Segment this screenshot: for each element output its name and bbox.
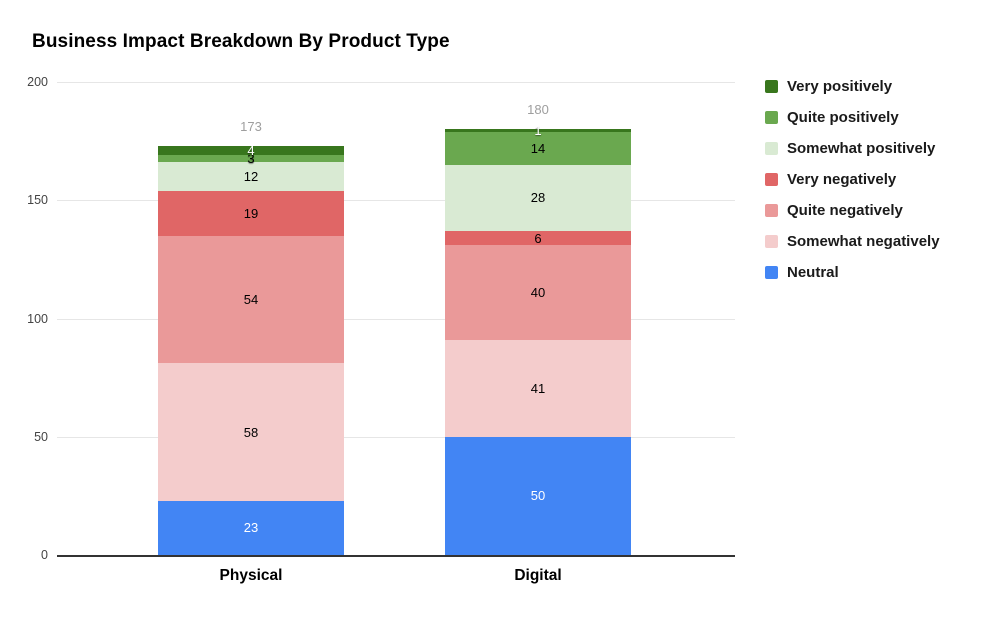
bar-segment-value: 41 bbox=[530, 380, 546, 396]
bar-segment-quite-negatively[interactable]: 40 bbox=[445, 245, 631, 340]
y-axis-tick-label: 100 bbox=[27, 311, 48, 326]
bar-segment-value: 54 bbox=[243, 292, 259, 308]
gridline bbox=[57, 318, 735, 320]
bar-segment-quite-positively[interactable]: 3 bbox=[158, 151, 344, 167]
y-axis-tick-label: 50 bbox=[34, 429, 48, 444]
legend-item-quite-positively[interactable]: Quite positively bbox=[765, 107, 940, 128]
bar-segment-value: 1 bbox=[534, 122, 542, 138]
bar-segment-neutral[interactable]: 50 bbox=[445, 436, 631, 555]
bar-segment-quite-positively[interactable]: 14 bbox=[445, 131, 631, 165]
bar-segment-value: 23 bbox=[243, 520, 259, 536]
legend-swatch bbox=[765, 142, 778, 155]
bar-segment-value: 58 bbox=[243, 424, 259, 440]
legend-label: Quite positively bbox=[787, 109, 899, 126]
legend-swatch bbox=[765, 235, 778, 248]
gridline bbox=[57, 82, 735, 83]
bar-segment-very-negatively[interactable]: 19 bbox=[158, 190, 344, 236]
legend-swatch bbox=[765, 111, 778, 124]
bar-segment-value: 19 bbox=[243, 205, 259, 221]
bar-segment-very-positively[interactable]: 4 bbox=[158, 143, 344, 159]
y-axis-tick-label: 0 bbox=[41, 548, 48, 562]
bar-segment-value: 40 bbox=[530, 284, 546, 300]
bar-total-label: 180 bbox=[527, 102, 549, 118]
legend-item-somewhat-positively[interactable]: Somewhat positively bbox=[765, 138, 940, 159]
x-axis-category-label: Digital bbox=[514, 567, 562, 584]
legend-item-very-negatively[interactable]: Very negatively bbox=[765, 169, 940, 190]
legend-item-quite-negatively[interactable]: Quite negatively bbox=[765, 200, 940, 221]
gridline bbox=[57, 200, 735, 202]
bar-total-label: 173 bbox=[240, 118, 262, 134]
bar-segment-value: 3 bbox=[247, 151, 255, 167]
bar-segment-value: 4 bbox=[247, 143, 255, 159]
bar-segment-value: 6 bbox=[534, 230, 542, 246]
legend-label: Somewhat positively bbox=[787, 140, 936, 157]
gridline bbox=[57, 436, 735, 438]
legend-label: Quite negatively bbox=[787, 202, 903, 219]
bar-segment-value: 14 bbox=[530, 140, 546, 156]
legend-label: Neutral bbox=[787, 264, 839, 281]
bar-segment-very-negatively[interactable]: 6 bbox=[445, 230, 631, 246]
y-axis-tick-label: 200 bbox=[27, 75, 48, 89]
bar-segment-value: 50 bbox=[530, 488, 546, 504]
bar-segment-somewhat-negatively[interactable]: 58 bbox=[158, 363, 344, 501]
legend: Very positively Quite positively Somewhat … bbox=[765, 76, 940, 283]
bar-segment-very-positively[interactable]: 1 bbox=[445, 124, 631, 137]
legend-swatch bbox=[765, 173, 778, 186]
bar-segment-value: 28 bbox=[530, 190, 546, 206]
legend-label: Somewhat negatively bbox=[787, 233, 940, 250]
y-axis-tick-label: 150 bbox=[27, 193, 48, 208]
legend-swatch bbox=[765, 204, 778, 217]
bar-segment-value: 12 bbox=[243, 169, 259, 185]
bar-segment-somewhat-positively[interactable]: 28 bbox=[445, 164, 631, 231]
chart-title: Business Impact Breakdown By Product Typ… bbox=[32, 31, 450, 52]
bar-segment-somewhat-negatively[interactable]: 41 bbox=[445, 339, 631, 437]
bar-segment-somewhat-positively[interactable]: 12 bbox=[158, 162, 344, 191]
bar-segment-neutral[interactable]: 23 bbox=[158, 500, 344, 555]
x-axis-category-label: Physical bbox=[219, 567, 283, 584]
legend-swatch bbox=[765, 80, 778, 93]
legend-label: Very negatively bbox=[787, 171, 897, 188]
legend-label: Very positively bbox=[787, 78, 893, 95]
legend-item-somewhat-negatively[interactable]: Somewhat negatively bbox=[765, 231, 940, 252]
legend-swatch bbox=[765, 266, 778, 279]
legend-item-neutral[interactable]: Neutral bbox=[765, 262, 940, 283]
x-axis-line bbox=[57, 555, 735, 557]
bar-segment-quite-negatively[interactable]: 54 bbox=[158, 235, 344, 364]
legend-item-very-positively[interactable]: Very positively bbox=[765, 76, 940, 97]
